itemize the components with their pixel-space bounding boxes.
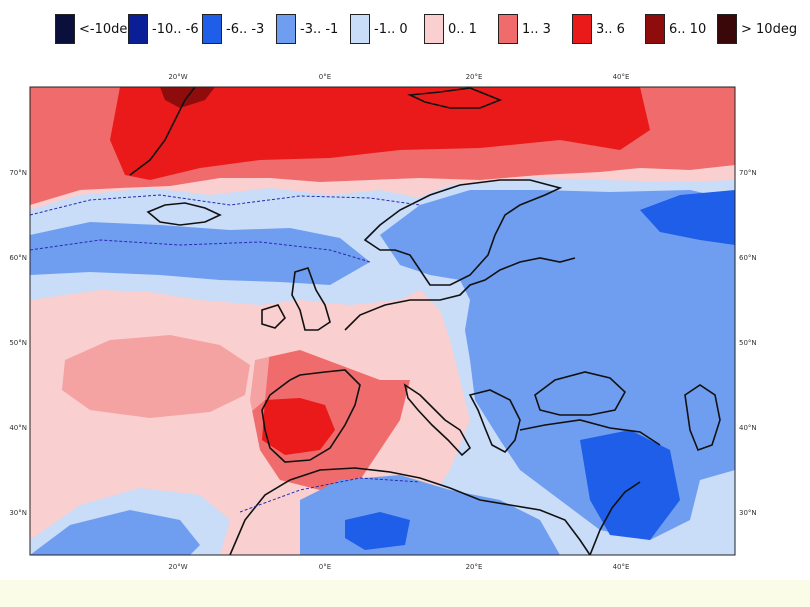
legend-swatch — [350, 14, 370, 44]
legend-swatch — [717, 14, 737, 44]
legend-item: -10.. -6 — [128, 12, 199, 46]
color-legend: <-10deg -10.. -6 -6.. -3 -3.. -1 -1.. 0 … — [0, 12, 810, 46]
lat-tick-label: 40°N — [739, 424, 757, 432]
legend-swatch — [202, 14, 222, 44]
legend-label: -3.. -1 — [300, 21, 339, 37]
legend-item: <-10deg — [55, 12, 136, 46]
legend-swatch — [55, 14, 75, 44]
legend-item: 3.. 6 — [572, 12, 625, 46]
iberia-hot-spot — [262, 398, 335, 455]
legend-item: 6.. 10 — [645, 12, 706, 46]
legend-label: > 10deg — [741, 21, 798, 37]
lat-tick-label: 70°N — [739, 169, 757, 177]
lon-tick-label: 20°W — [168, 73, 187, 81]
caspian-coast — [684, 384, 721, 452]
lat-tick-label: 30°N — [9, 509, 27, 517]
lon-tick-label: 20°E — [466, 563, 483, 571]
lat-tick-label: 40°N — [9, 424, 27, 432]
caucasus-colder-patch — [580, 430, 680, 540]
map-border — [29, 86, 736, 556]
lon-tick-label: 20°W — [168, 563, 187, 571]
lat-tick-label: 30°N — [739, 509, 757, 517]
coastlines — [129, 87, 721, 555]
lon-tick-label: 0°E — [319, 563, 331, 571]
contour-line — [30, 239, 371, 263]
legend-label: 1.. 3 — [522, 21, 551, 37]
lat-tick-label: 60°N — [739, 254, 757, 262]
anomaly-field — [30, 87, 735, 555]
legend-swatch — [645, 14, 665, 44]
russia-colder-patch — [640, 190, 735, 245]
legend-swatch — [498, 14, 518, 44]
legend-swatch — [276, 14, 296, 44]
legend-item: -6.. -3 — [202, 12, 264, 46]
legend-item: -1.. 0 — [350, 12, 408, 46]
lon-tick-label: 40°E — [613, 73, 630, 81]
scandinavia-coast — [363, 179, 563, 286]
legend-swatch — [128, 14, 148, 44]
lat-tick-label: 60°N — [9, 254, 27, 262]
legend-label: -1.. 0 — [374, 21, 408, 37]
europe-mainland-coast — [344, 257, 576, 331]
legend-label: 0.. 1 — [448, 21, 477, 37]
legend-label: <-10deg — [79, 21, 136, 37]
balkans-coast — [468, 389, 521, 454]
ireland-coast — [261, 304, 286, 329]
lon-tick-label: 20°E — [466, 73, 483, 81]
legend-label: 6.. 10 — [669, 21, 707, 37]
legend-item: 1.. 3 — [498, 12, 551, 46]
lon-tick-label: 0°E — [319, 73, 331, 81]
legend-swatch — [572, 14, 592, 44]
lon-tick-label: 40°E — [613, 563, 630, 571]
lat-tick-label: 50°N — [739, 339, 757, 347]
contour-line — [30, 194, 421, 216]
black-sea-coast — [534, 371, 627, 416]
legend-item: -3.. -1 — [276, 12, 338, 46]
legend-item: 0.. 1 — [424, 12, 477, 46]
atlantic-cooler-band — [30, 222, 370, 285]
greenland-hot-patch — [110, 87, 650, 180]
svalbard-coast — [407, 87, 503, 109]
legend-label: -6.. -3 — [226, 21, 265, 37]
legend-item: > 10deg — [717, 12, 797, 46]
atlantic-warm-ring — [30, 312, 270, 445]
southwest-cooler-core — [30, 510, 200, 555]
legend-label: 3.. 6 — [596, 21, 625, 37]
north-africa-coast — [229, 467, 591, 555]
lat-tick-label: 70°N — [9, 169, 27, 177]
red-sea-coast — [589, 481, 641, 555]
lat-tick-label: 50°N — [9, 339, 27, 347]
iberia-coast — [261, 369, 361, 463]
temperature-anomaly-map: 20°W 0°E 20°E 40°E 20°W 0°E 20°E 40°E 70… — [0, 60, 810, 580]
sahara-colder-patch — [345, 512, 410, 550]
italy-coast — [403, 383, 472, 457]
footer-band — [0, 580, 810, 607]
legend-label: -10.. -6 — [152, 21, 199, 37]
legend-swatch — [424, 14, 444, 44]
britain-coast — [291, 267, 331, 331]
turkey-coast — [519, 419, 661, 446]
contour-lines — [30, 194, 421, 513]
iceland-coast — [146, 202, 222, 226]
contour-line — [239, 477, 421, 513]
greenland-coast — [129, 87, 196, 176]
